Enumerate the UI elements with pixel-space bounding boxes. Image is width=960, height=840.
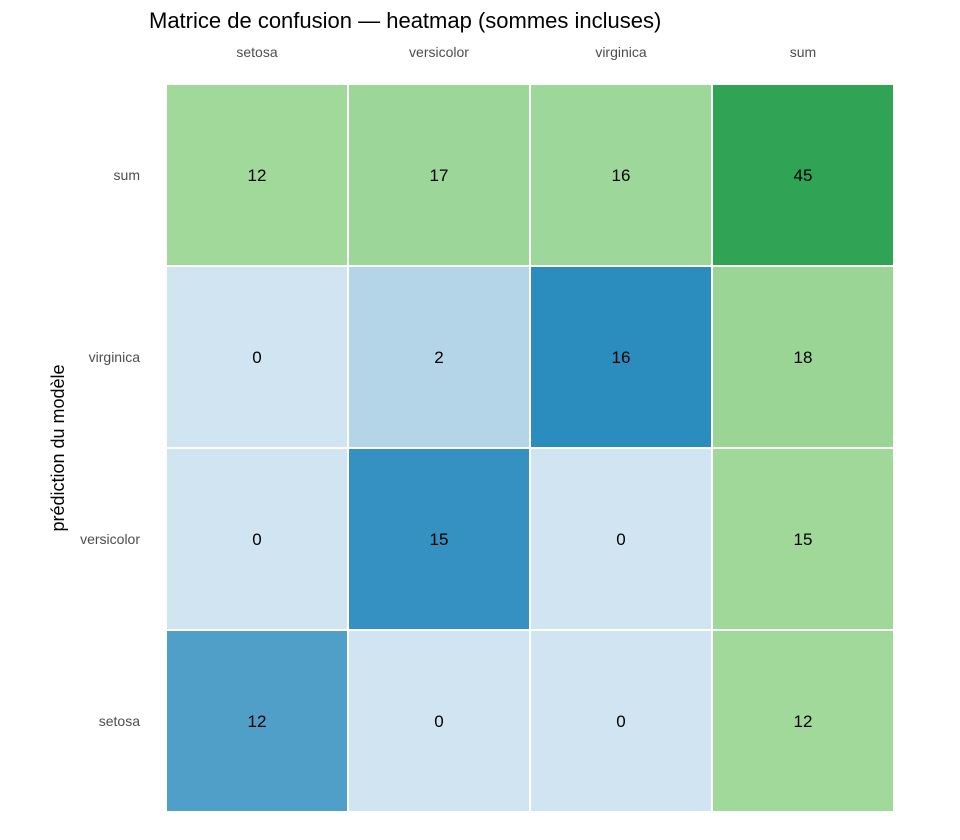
heatmap-cells: 12 17 16 45 0 2 16 18 0 15 0 15 12 0 0 12 xyxy=(165,83,895,813)
heatmap-cell xyxy=(711,447,895,631)
cell-value-label: 12 xyxy=(794,712,813,731)
cell-value-label: 18 xyxy=(794,348,813,367)
y-tick-label: setosa xyxy=(99,713,140,729)
heatmap-cell xyxy=(165,83,349,267)
heatmap-cell xyxy=(529,83,713,267)
cell-value-label: 45 xyxy=(794,166,813,185)
cell-value-label: 12 xyxy=(248,166,267,185)
cell-value-label: 15 xyxy=(794,530,813,549)
heatmap-cell xyxy=(711,265,895,449)
heatmap-cell xyxy=(165,629,349,813)
cell-value-label: 0 xyxy=(434,712,443,731)
x-tick-label: versicolor xyxy=(409,44,469,60)
cell-value-label: 16 xyxy=(612,348,631,367)
y-axis-label: prédiction du modèle xyxy=(48,364,68,531)
cell-value-label: 2 xyxy=(434,348,443,367)
heatmap-cell xyxy=(347,447,531,631)
heatmap-cell xyxy=(165,265,349,449)
x-tick-label: sum xyxy=(790,44,816,60)
cell-value-label: 0 xyxy=(252,348,261,367)
heatmap-cell xyxy=(711,83,895,267)
y-tick-label: versicolor xyxy=(80,531,140,547)
heatmap-cell xyxy=(711,629,895,813)
cell-value-label: 12 xyxy=(248,712,267,731)
cell-value-label: 17 xyxy=(430,166,449,185)
y-tick-labels: sum virginica versicolor setosa xyxy=(80,167,140,729)
heatmap-cell xyxy=(347,629,531,813)
cell-value-label: 15 xyxy=(430,530,449,549)
y-tick-label: virginica xyxy=(89,349,141,365)
heatmap-cell xyxy=(347,265,531,449)
x-tick-label: virginica xyxy=(595,44,647,60)
x-tick-labels: setosa versicolor virginica sum xyxy=(236,44,816,60)
cell-value-label: 16 xyxy=(612,166,631,185)
heatmap-cell xyxy=(529,629,713,813)
y-tick-label: sum xyxy=(114,167,140,183)
cell-value-label: 0 xyxy=(252,530,261,549)
cell-value-label: 0 xyxy=(616,712,625,731)
chart-title: Matrice de confusion — heatmap (sommes i… xyxy=(149,8,661,33)
heatmap-cell xyxy=(347,83,531,267)
cell-value-label: 0 xyxy=(616,530,625,549)
x-tick-label: setosa xyxy=(236,44,277,60)
